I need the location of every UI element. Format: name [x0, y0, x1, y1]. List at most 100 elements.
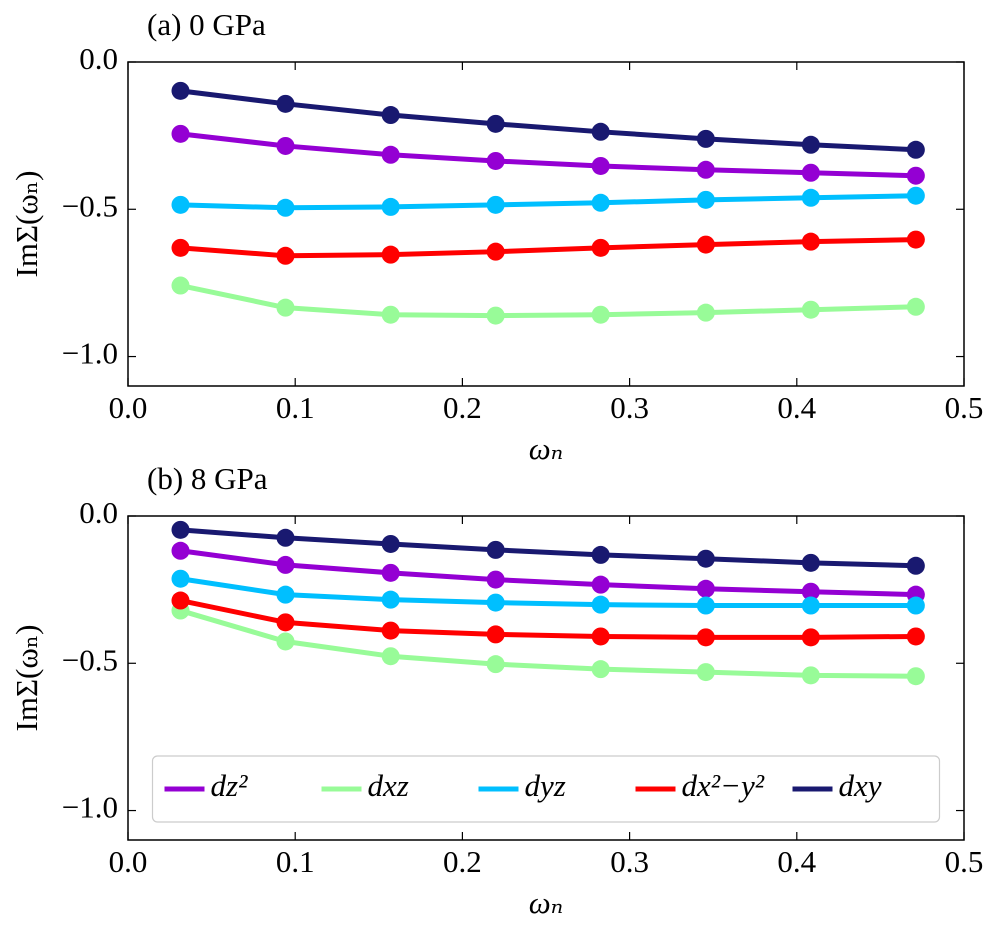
marker: [381, 563, 400, 582]
marker: [696, 579, 715, 598]
series-line: [180, 548, 916, 598]
marker: [171, 276, 190, 295]
legend-label: dz²: [211, 768, 249, 803]
legend-label: dxy: [839, 768, 882, 803]
marker: [801, 596, 820, 615]
marker: [276, 555, 295, 574]
chart-title: (b) 8 GPa: [147, 461, 268, 496]
marker: [591, 193, 610, 212]
marker: [801, 232, 820, 251]
x-tick-label: 0.5: [945, 390, 984, 425]
x-tick-label: 0.0: [109, 844, 148, 879]
marker: [801, 628, 820, 647]
series-line: [179, 598, 916, 640]
marker: [906, 627, 925, 646]
marker: [591, 156, 610, 175]
series-line: [180, 193, 916, 211]
x-tick-label: 0.5: [945, 844, 984, 879]
marker: [801, 135, 820, 154]
y-axis-label: ImΣ(ωₙ): [9, 625, 44, 732]
x-axis-label: ωₙ: [529, 431, 563, 466]
marker: [276, 298, 295, 317]
marker: [591, 627, 610, 646]
marker: [591, 660, 610, 679]
marker: [696, 663, 715, 682]
marker: [171, 195, 190, 214]
marker: [696, 596, 715, 615]
marker: [381, 621, 400, 640]
x-tick-label: 0.0: [109, 390, 148, 425]
marker: [801, 188, 820, 207]
x-axis-label: ωₙ: [529, 885, 563, 920]
marker: [906, 186, 925, 205]
series-line: [180, 131, 916, 179]
marker: [276, 585, 295, 604]
marker: [276, 246, 295, 265]
marker: [906, 556, 925, 575]
marker: [591, 545, 610, 564]
marker: [486, 195, 505, 214]
marker: [171, 569, 190, 588]
marker: [276, 94, 295, 113]
marker: [381, 197, 400, 216]
marker: [801, 666, 820, 685]
marker: [276, 198, 295, 217]
x-tick-label: 0.4: [777, 844, 816, 879]
marker: [591, 305, 610, 324]
marker: [486, 625, 505, 644]
marker: [486, 242, 505, 261]
legend-box: [151, 755, 941, 823]
y-tick-label: −0.5: [62, 642, 118, 677]
marker: [906, 596, 925, 615]
marker: [381, 145, 400, 164]
y-tick-label: −1.0: [62, 336, 118, 371]
marker: [171, 238, 190, 257]
series-line: [180, 576, 916, 609]
series-line: [180, 88, 916, 153]
marker: [801, 553, 820, 572]
marker: [171, 81, 190, 100]
y-tick-label: −0.5: [62, 188, 118, 223]
marker: [801, 300, 820, 319]
marker: [171, 520, 190, 539]
marker: [591, 575, 610, 594]
marker: [486, 114, 505, 133]
marker: [906, 166, 925, 185]
marker: [591, 595, 610, 614]
series-line: [179, 283, 916, 319]
legend-label: dx²−y²: [682, 768, 765, 803]
marker: [276, 632, 295, 651]
y-axis-label: ImΣ(ωₙ): [9, 171, 44, 278]
y-tick-label: −1.0: [62, 790, 118, 825]
series-line: [179, 608, 916, 679]
marker: [801, 582, 820, 601]
marker: [906, 297, 925, 316]
chart-title: (a) 0 GPa: [147, 7, 266, 42]
marker: [171, 124, 190, 143]
marker: [171, 591, 190, 610]
marker: [276, 613, 295, 632]
marker: [486, 593, 505, 612]
x-tick-label: 0.1: [276, 844, 315, 879]
marker: [381, 245, 400, 264]
x-tick-label: 0.2: [443, 844, 482, 879]
marker: [696, 549, 715, 568]
marker: [696, 235, 715, 254]
marker: [486, 570, 505, 589]
marker: [381, 106, 400, 125]
marker: [696, 160, 715, 179]
marker: [591, 238, 610, 257]
plot-frame: [127, 61, 965, 387]
x-tick-label: 0.3: [610, 844, 649, 879]
x-tick-label: 0.1: [276, 390, 315, 425]
legend-label: dxz: [368, 768, 409, 803]
series-line: [180, 237, 916, 259]
marker: [696, 129, 715, 148]
marker: [381, 534, 400, 553]
marker: [801, 163, 820, 182]
marker: [906, 230, 925, 249]
marker: [276, 136, 295, 155]
y-tick-label: 0.0: [79, 41, 118, 76]
x-tick-label: 0.2: [443, 390, 482, 425]
